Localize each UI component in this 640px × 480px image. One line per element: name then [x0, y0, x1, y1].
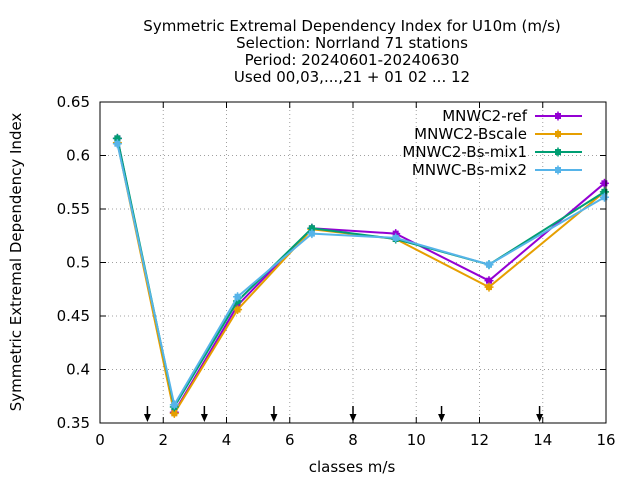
chart-title-line-4: Used 00,03,...,21 + 01 02 ... 12: [234, 68, 470, 86]
arrow-head: [536, 414, 544, 422]
data-point: [391, 233, 401, 243]
legend-label: MNWC-Bs-mix2: [412, 161, 527, 179]
y-tick-label: 0.35: [57, 414, 90, 432]
down-arrow-icon: [536, 406, 544, 422]
y-tick-label: 0.45: [57, 307, 90, 325]
series-line: [116, 143, 605, 406]
legend-entry: MNWC-Bs-mix2: [412, 161, 582, 179]
x-tick-label: 16: [596, 431, 615, 449]
y-tick-label: 0.6: [66, 147, 90, 165]
arrow-head: [200, 414, 208, 422]
legend-entry: MNWC2-Bscale: [414, 125, 582, 143]
data-point: [233, 305, 243, 315]
legend-label: MNWC2-Bs-mix1: [402, 143, 527, 161]
arrow-head: [438, 414, 446, 422]
data-point: [112, 139, 122, 149]
x-tick-labels: 0 2 4 6 8 10 12 14 16: [95, 431, 615, 449]
series-line: [116, 138, 606, 414]
y-tick-label: 0.55: [57, 200, 90, 218]
chart-title-line-2: Selection: Norrland 71 stations: [236, 34, 468, 52]
data-series: [112, 133, 609, 418]
chart-title: Symmetric Extremal Dependency Index for …: [143, 17, 560, 86]
legend-entry: MNWC2-ref: [442, 107, 582, 125]
data-point: [484, 260, 494, 270]
y-tick-label: 0.5: [66, 254, 90, 272]
data-point: [169, 400, 179, 410]
down-arrow-icon: [143, 406, 151, 422]
x-tick-label: 4: [222, 431, 232, 449]
y-tick-labels: 0.35 0.4 0.45 0.5 0.55 0.6 0.65: [57, 93, 90, 432]
down-arrow-icon: [200, 406, 208, 422]
x-axis-label: classes m/s: [309, 458, 396, 476]
data-point: [599, 178, 609, 188]
data-point: [307, 229, 317, 239]
series-line: [116, 142, 606, 415]
class-arrow-markers: [143, 406, 544, 422]
x-tick-label: 14: [533, 431, 552, 449]
x-tick-label: 0: [95, 431, 105, 449]
series-line: [116, 138, 605, 408]
y-tick-label: 0.4: [66, 361, 90, 379]
x-tick-label: 8: [348, 431, 358, 449]
series-2: [112, 138, 609, 418]
arrow-head: [143, 414, 151, 422]
legend-entry: MNWC2-Bs-mix1: [402, 143, 582, 161]
series-4: [112, 139, 609, 410]
chart-title-line-3: Period: 20240601-20240630: [245, 51, 460, 69]
x-tick-label: 6: [285, 431, 295, 449]
x-tick-label: 12: [470, 431, 489, 449]
down-arrow-icon: [270, 406, 278, 422]
legend-label: MNWC2-ref: [442, 107, 527, 125]
down-arrow-icon: [438, 406, 446, 422]
plot-frame: [99, 101, 607, 424]
data-point: [599, 192, 609, 202]
x-tick-label: 10: [407, 431, 426, 449]
x-tick-label: 2: [158, 431, 168, 449]
data-point: [233, 292, 243, 302]
legend: MNWC2-refMNWC2-BscaleMNWC2-Bs-mix1MNWC-B…: [402, 107, 582, 179]
data-point: [484, 282, 494, 292]
legend-label: MNWC2-Bscale: [414, 125, 527, 143]
chart-title-line-1: Symmetric Extremal Dependency Index for …: [143, 17, 560, 35]
y-axis-label: Symmetric Extremal Dependency Index: [7, 113, 25, 412]
y-tick-label: 0.65: [57, 93, 90, 111]
arrow-head: [270, 414, 278, 422]
grid-lines: [100, 102, 606, 423]
series-1: [112, 133, 609, 417]
